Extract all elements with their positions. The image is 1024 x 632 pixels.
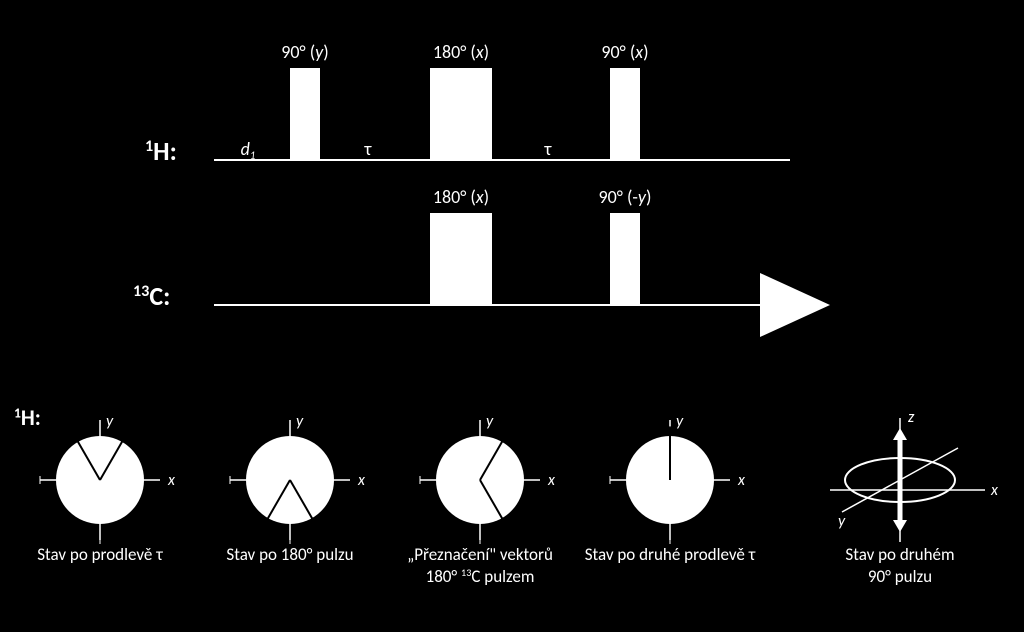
h-pulse-1 bbox=[430, 68, 492, 160]
svg-text:y: y bbox=[676, 412, 684, 431]
vec-caption-3: Stav po druhé prodlevě τ bbox=[585, 544, 756, 565]
vec-caption-2-l1: „Přeznačení" vektorů bbox=[407, 544, 553, 565]
svg-text:x: x bbox=[737, 471, 746, 490]
vec-caption-0: Stav po prodlevě τ bbox=[37, 544, 163, 565]
h-pulse-0 bbox=[290, 68, 320, 160]
h-pulse-label-0: 90° (y) bbox=[281, 41, 328, 63]
iso-caption-l2: 90° pulzu bbox=[868, 566, 932, 587]
svg-text:x: x bbox=[357, 471, 366, 490]
vec-caption-2-l2: 180° 13C pulzem bbox=[426, 566, 535, 587]
h-pulse-2 bbox=[610, 68, 640, 160]
h-pulse-label-1: 180° (x) bbox=[433, 41, 489, 63]
h-pulse-label-2: 90° (x) bbox=[601, 41, 648, 63]
svg-text:y: y bbox=[486, 412, 494, 431]
svg-text:x: x bbox=[547, 471, 556, 490]
c-pulse-label-1: 90° (-y) bbox=[599, 186, 652, 208]
svg-text:y: y bbox=[838, 512, 846, 531]
svg-text:x: x bbox=[167, 471, 176, 490]
c-pulse-label-0: 180° (x) bbox=[433, 186, 489, 208]
gap-label-2: τ bbox=[544, 138, 553, 160]
svg-text:x: x bbox=[990, 481, 999, 500]
iso-caption-l1: Stav po druhém bbox=[845, 544, 954, 565]
gap-label-1: τ bbox=[364, 138, 373, 160]
c-pulse-0 bbox=[430, 213, 492, 305]
background bbox=[0, 0, 1024, 632]
vec-caption-1: Stav po 180° pulzu bbox=[226, 544, 353, 565]
svg-text:y: y bbox=[296, 412, 304, 431]
svg-text:y: y bbox=[106, 412, 114, 431]
svg-text:z: z bbox=[908, 408, 915, 427]
c-pulse-1 bbox=[610, 213, 640, 305]
